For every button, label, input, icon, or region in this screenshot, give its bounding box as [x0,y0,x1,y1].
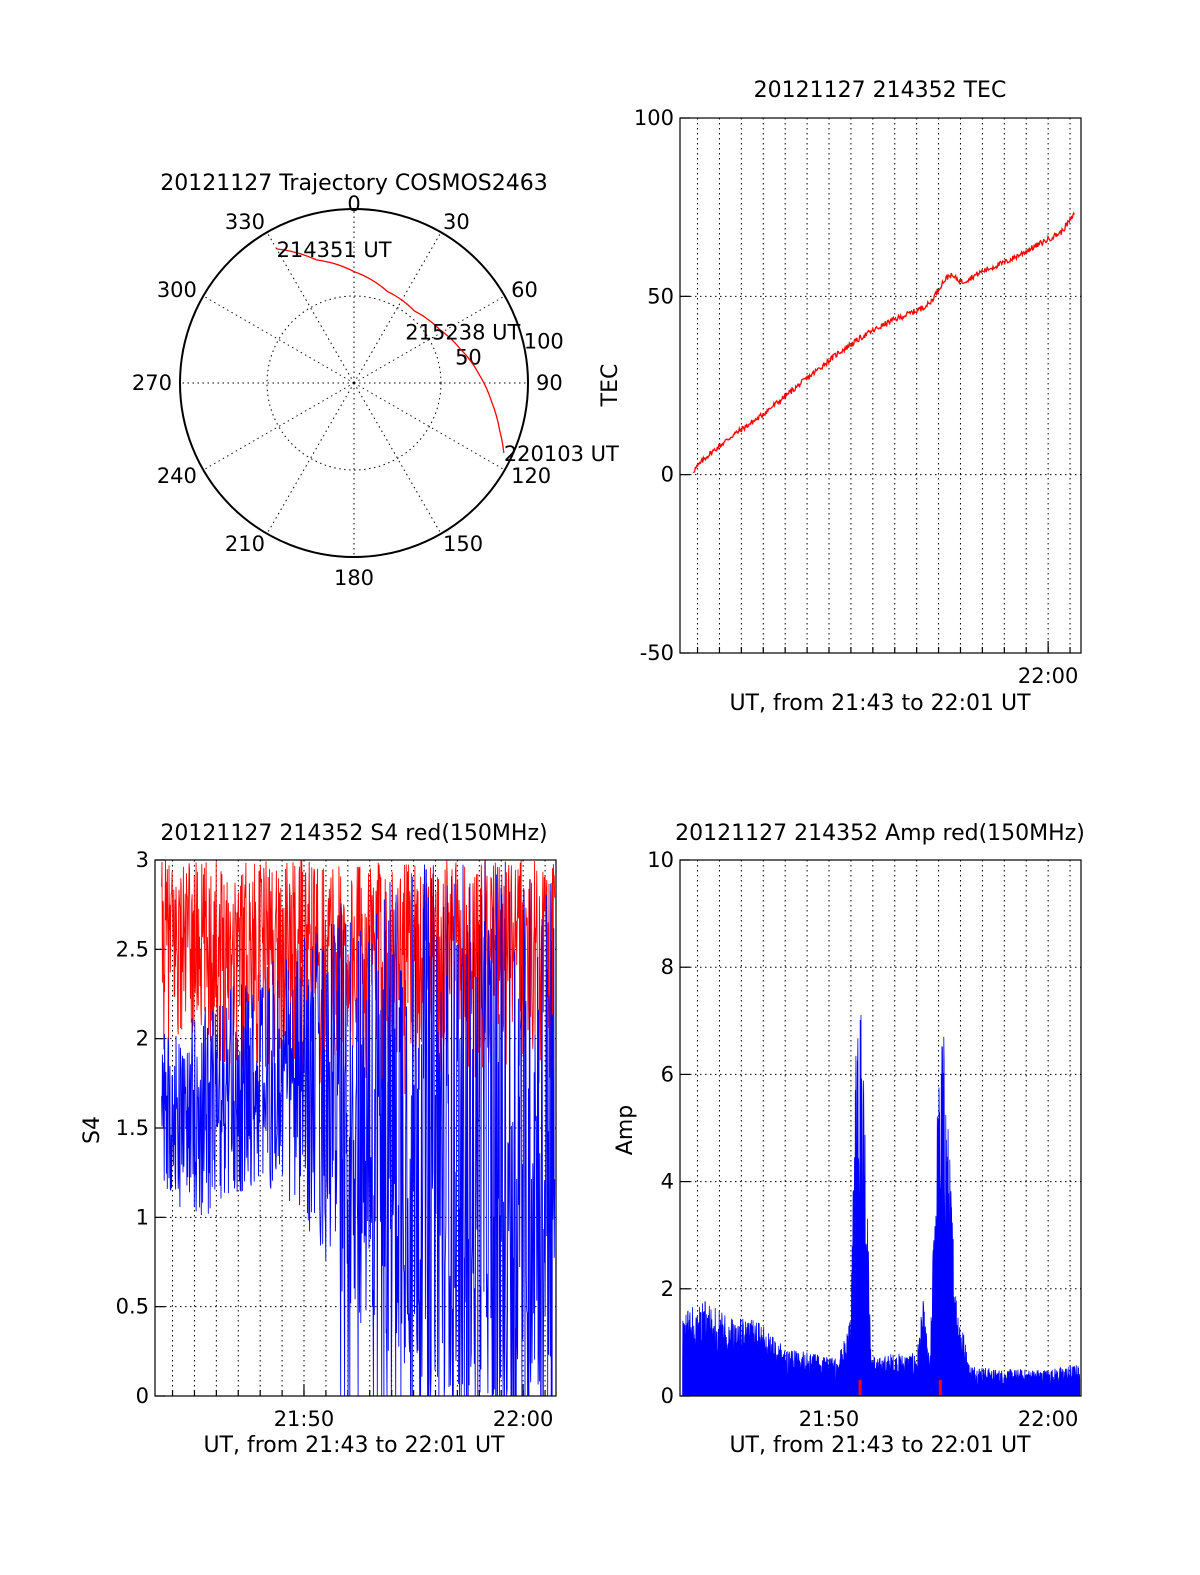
tec-series [693,211,1075,474]
y-tick-label: 2 [136,1027,149,1051]
y-tick-label: 100 [634,106,674,130]
polar-trajectory-panel: 20121127 Trajectory COSMOS2463 0 30 60 90 12… [132,171,619,590]
amp-tick-labels: 0 2 4 6 8 10 21:50 22:00 [647,848,1078,1431]
polar-angle-label: 120 [511,464,551,488]
polar-grid-spoke [353,295,505,384]
trajectory-time-label: 214351 UT [277,238,392,262]
y-tick-label: 2 [661,1277,674,1301]
polar-grid-spoke [353,382,442,534]
y-tick-label: 6 [661,1062,674,1086]
s4-series [161,860,556,1397]
polar-angle-label: 210 [225,532,265,556]
amp-panel: 20121127 214352 Amp red(150MHz) 0 2 4 6 8 10 2… [613,821,1085,1458]
trajectory-annotations: 214351 UT 215238 UT 220103 UT [277,238,619,466]
amp-series [682,1014,1081,1397]
polar-angle-labels: 0 30 60 90 120 150 180 210 240 270 300 330 [132,192,563,590]
s4-red-series [161,860,556,1102]
s4-x-axis-label: UT, from 21:43 to 22:01 UT [203,1433,505,1458]
polar-angle-label: 60 [511,278,538,302]
s4-chart-title: 20121127 214352 S4 red(150MHz) [160,821,547,846]
y-tick-label: 10 [647,848,674,872]
s4-panel: 20121127 214352 S4 red(150MHz) 0 0.5 1 1.5 2… [80,821,557,1458]
y-tick-label: 1.5 [116,1116,149,1140]
s4-tick-labels: 0 0.5 1 1.5 2 2.5 3 21:50 22:00 [116,848,554,1431]
y-tick-label: 2.5 [116,937,149,961]
tec-tick-labels: -50 0 50 100 22:00 [634,106,1078,688]
tec-y-axis-label: TEC [598,364,623,408]
polar-grid-spoke [353,382,505,471]
polar-angle-label: 90 [536,371,563,395]
polar-grid [180,209,528,557]
trajectory-time-label: 220103 UT [504,442,619,466]
polar-angle-label: 150 [443,532,483,556]
polar-grid-spoke [203,382,355,471]
x-tick-label: 22:00 [1018,1407,1079,1431]
y-tick-label: 0.5 [116,1295,149,1319]
polar-angle-label: 300 [157,278,197,302]
polar-grid-spoke [266,382,355,534]
polar-angle-label: 330 [225,210,265,234]
tec-x-axis-label: UT, from 21:43 to 22:01 UT [729,691,1031,716]
tec-series-line [693,211,1075,474]
amp-red-marker [938,1379,942,1396]
y-tick-label: 0 [661,1384,674,1408]
amp-y-axis-label: Amp [613,1105,638,1155]
amp-chart-title: 20121127 214352 Amp red(150MHz) [675,821,1085,846]
x-tick-label: 21:50 [799,1407,860,1431]
polar-angle-label: 0 [347,192,360,216]
polar-grid-spoke [203,295,355,384]
polar-radius-label: 100 [524,330,564,354]
polar-angle-label: 240 [157,464,197,488]
tec-chart-title: 20121127 214352 TEC [754,78,1007,103]
x-tick-label: 22:00 [493,1407,554,1431]
polar-outer-circle [179,208,529,558]
y-tick-label: 4 [661,1170,674,1194]
polar-grid-spoke [353,232,442,384]
polar-angle-label: 30 [443,210,470,234]
amp-blue-series [682,1014,1081,1397]
y-tick-label: 50 [647,284,674,308]
tec-panel: 20121127 214352 TEC -50 0 50 100 22:00 UT, f… [598,78,1082,716]
y-tick-label: 0 [136,1384,149,1408]
s4-y-axis-label: S4 [80,1116,105,1144]
trajectory-time-label: 215238 UT [405,320,520,344]
y-tick-label: 3 [136,848,149,872]
trajectory-track [276,248,505,453]
y-tick-label: 0 [661,463,674,487]
polar-grid-circle [266,295,442,471]
polar-chart-title: 20121127 Trajectory COSMOS2463 [160,171,547,196]
amp-x-axis-label: UT, from 21:43 to 22:01 UT [729,1433,1031,1458]
y-tick-label: 1 [136,1205,149,1229]
amp-red-marker [858,1379,862,1396]
y-tick-label: 8 [661,955,674,979]
s4-plot-frame [154,859,557,1397]
x-tick-label: 21:50 [274,1407,335,1431]
amp-grid [680,859,1081,1397]
polar-angle-label: 180 [334,566,374,590]
polar-grid-spoke [266,232,355,384]
tec-grid [680,117,1081,654]
tec-plot-frame [679,117,1082,654]
polar-angle-label: 270 [132,371,172,395]
y-tick-label: -50 [640,641,674,665]
amp-plot-frame [679,859,1082,1397]
x-tick-label: 22:00 [1018,664,1079,688]
